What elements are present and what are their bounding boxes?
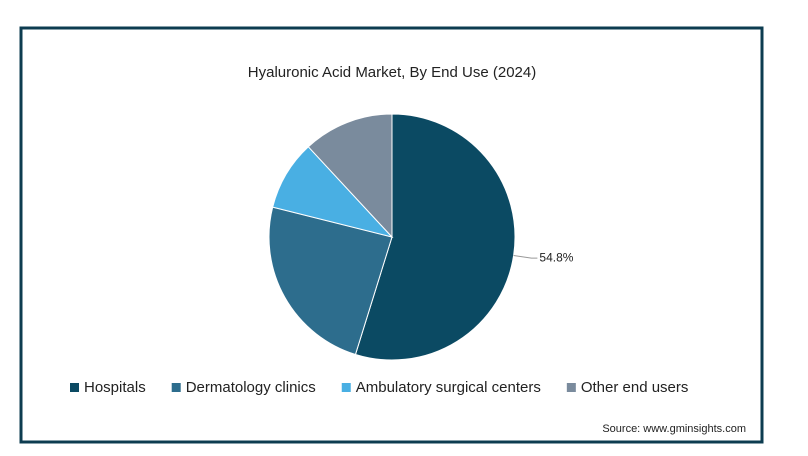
legend-swatch — [566, 383, 576, 392]
legend-label: Ambulatory surgical centers — [356, 379, 541, 396]
legend-label: Hospitals — [84, 379, 146, 396]
pie-slice — [307, 113, 393, 239]
source: Source: www.gminsights.com — [602, 423, 746, 435]
data-label: 54.8% — [539, 250, 573, 264]
legend-label: Other end users — [581, 379, 689, 396]
pie-slice — [268, 206, 393, 356]
legend-swatch — [70, 383, 79, 392]
legend-label: Dermatology clinics — [186, 379, 316, 396]
legend-swatch — [171, 383, 181, 392]
chart-title: Hyaluronic Acid Market, By End Use (2024… — [248, 64, 536, 81]
legend-swatch — [341, 383, 351, 392]
label-leader — [513, 254, 538, 259]
